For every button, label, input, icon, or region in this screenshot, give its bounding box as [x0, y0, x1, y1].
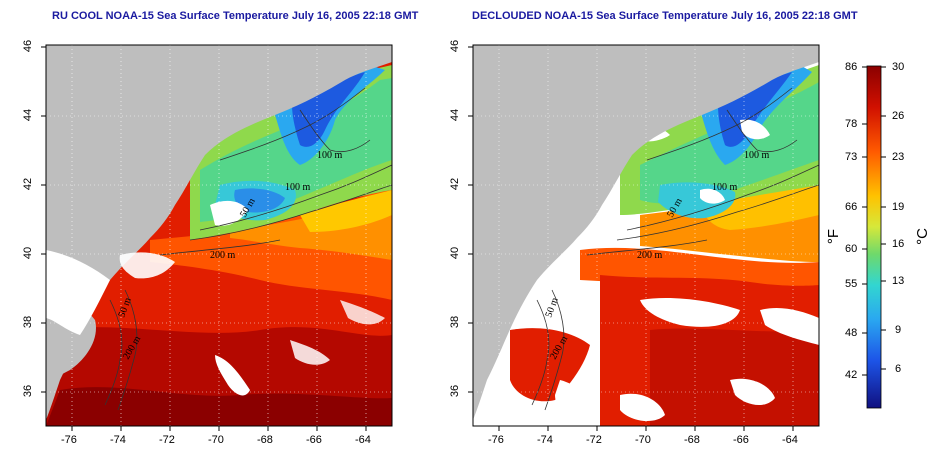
- right-x-tick: -66: [733, 434, 749, 446]
- right-contour-label: 100 m: [712, 182, 738, 193]
- colorbar-c-label: 19: [892, 201, 905, 213]
- axis-ticks: [41, 46, 794, 431]
- left-y-tick: 38: [22, 315, 35, 329]
- left-y-tick: 36: [22, 384, 35, 398]
- right-x-tick: -68: [684, 434, 700, 446]
- left-x-tick: -66: [306, 434, 322, 446]
- colorbar-ticks: [862, 66, 886, 376]
- colorbar-c-label: 9: [895, 324, 902, 336]
- colorbar-c-label: 16: [892, 238, 905, 250]
- colorbar-c-label: 23: [892, 151, 905, 163]
- left-x-tick: -74: [110, 434, 126, 446]
- right-y-tick: 38: [449, 315, 462, 329]
- celsius-unit-label: °C: [913, 228, 931, 245]
- right-x-tick: -76: [488, 434, 504, 446]
- colorbar-f-label: 55: [845, 278, 858, 290]
- fahrenheit-unit-label: °F: [825, 228, 843, 245]
- left-x-tick: -70: [208, 434, 224, 446]
- colorbar-f-label: 73: [845, 151, 858, 163]
- left-x-tick: -72: [159, 434, 175, 446]
- colorbar-c-label: 26: [892, 110, 905, 122]
- right-x-tick: -70: [635, 434, 651, 446]
- right-x-tick: -74: [537, 434, 553, 446]
- right-contour-label: 100 m: [744, 150, 770, 161]
- right-y-tick: 46: [449, 39, 462, 53]
- left-y-tick: 46: [22, 39, 35, 53]
- colorbar-f-label: 86: [845, 61, 858, 73]
- right-contour-label: 200 m: [637, 250, 663, 261]
- colorbar-f-label: 42: [845, 369, 858, 381]
- left-y-tick: 44: [22, 108, 35, 122]
- right-x-tick: -64: [782, 434, 798, 446]
- colorbar-c-label: 6: [895, 363, 902, 375]
- right-map-title: DECLOUDED NOAA-15 Sea Surface Temperatur…: [472, 10, 858, 22]
- left-x-tick: -68: [257, 434, 273, 446]
- colorbar-f-label: 78: [845, 118, 858, 130]
- right-y-tick: 40: [449, 246, 462, 260]
- left-contour-label: 100 m: [317, 150, 343, 161]
- colorbar-f-label: 48: [845, 327, 858, 339]
- right-x-tick: -72: [586, 434, 602, 446]
- left-contour-label: 200 m: [210, 250, 236, 261]
- colorbar-c-label: 30: [892, 61, 905, 73]
- right-map-panel: [473, 45, 819, 426]
- left-map-title: RU COOL NOAA-15 Sea Surface Temperature …: [52, 10, 419, 22]
- colorbar-c-label: 13: [892, 275, 905, 287]
- colorbar-f-label: 60: [845, 243, 858, 255]
- colorbar-f-label: 66: [845, 201, 858, 213]
- right-y-tick: 44: [449, 108, 462, 122]
- left-y-tick: 42: [22, 177, 35, 191]
- right-y-tick: 42: [449, 177, 462, 191]
- left-x-tick: -64: [355, 434, 371, 446]
- left-contour-label: 100 m: [285, 182, 311, 193]
- colorbar: [866, 65, 882, 409]
- left-y-tick: 40: [22, 246, 35, 260]
- right-y-tick: 36: [449, 384, 462, 398]
- left-x-tick: -76: [61, 434, 77, 446]
- left-map-panel: [46, 45, 392, 426]
